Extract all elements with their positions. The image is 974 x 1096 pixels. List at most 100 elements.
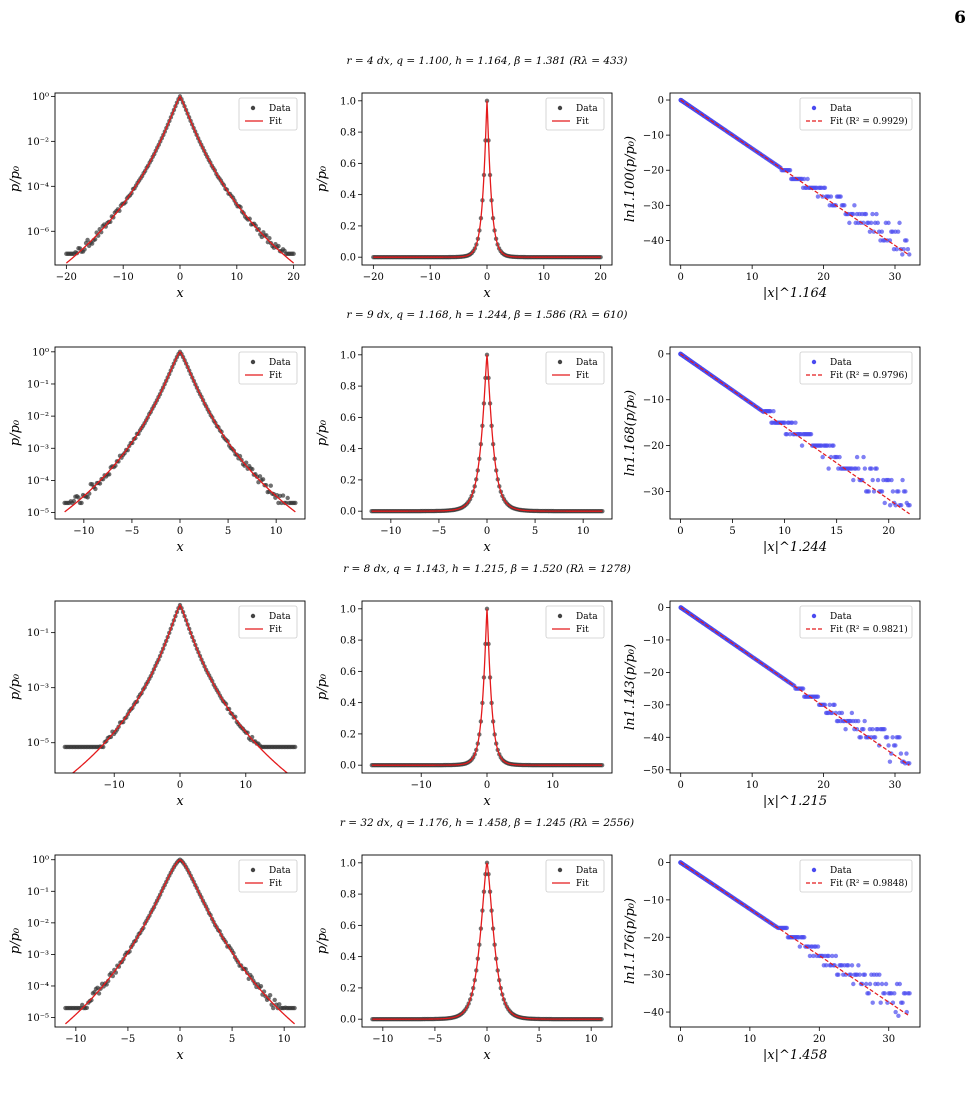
data-point (862, 718, 867, 724)
legend-label: Data (576, 104, 598, 114)
y-axis-label: p/p₀ (8, 927, 23, 954)
fit-line (680, 606, 910, 766)
legend: Data Fit (238, 351, 298, 385)
x-tick-label: 10 (278, 1034, 291, 1045)
x-tick-label: 20 (817, 780, 830, 791)
y-tick-label: 0.8 (340, 382, 356, 393)
x-tick-label: 10 (746, 272, 759, 283)
data-point (898, 751, 904, 756)
x-tick-label: 10 (537, 272, 550, 283)
x-tick-label: −5 (432, 526, 447, 537)
subplot-r2-c3: 0 5 10 15 20 0 −10 −20 −30 |x|^1.244 ln1.168(p/p₀)… (623, 346, 921, 555)
fit-line (680, 99, 910, 256)
legend-label: Fit (576, 117, 589, 127)
x-axis-label: x (176, 286, 184, 301)
subplot-r4-c3: 0 10 20 30 0 −10 −20 −30 −40 |x|^1.458 ln1.176(p/p… (623, 854, 921, 1063)
y-tick-label: 0 (658, 858, 664, 869)
data-point (887, 759, 893, 764)
y-tick-label: 0.4 (340, 952, 356, 963)
data-point (258, 984, 264, 989)
data-point (250, 466, 255, 472)
y-axis-label: ln1.168(p/p₀) (623, 390, 638, 476)
data-point (897, 735, 902, 740)
data-point (276, 500, 281, 506)
data-point (815, 694, 821, 699)
y-axis-label: p/p₀ (8, 165, 23, 192)
axes-frame (669, 346, 921, 520)
y-tick-label: 10⁻⁵ (27, 508, 49, 519)
data-point (856, 718, 861, 724)
x-tick-label: 0 (484, 272, 490, 283)
data-point (897, 981, 902, 987)
x-tick-label: 0 (484, 526, 490, 537)
axes-frame (361, 92, 613, 266)
legend-marker-dot (557, 105, 563, 111)
y-tick-label: −10 (643, 895, 664, 906)
legend-box (238, 97, 298, 131)
data-point (793, 420, 798, 425)
data-point (861, 220, 866, 226)
axes-frame (54, 346, 306, 520)
data-point (875, 981, 881, 987)
y-axis-label: p/p₀ (315, 165, 330, 192)
y-tick-label: 0.2 (340, 475, 356, 486)
fit-line (680, 861, 910, 1017)
data-point (866, 489, 871, 494)
fit-line (65, 95, 295, 264)
data-point (870, 211, 875, 217)
data-point (253, 223, 258, 229)
data-point (847, 220, 852, 226)
x-tick-label: −10 (380, 526, 401, 537)
legend-label: Fit (576, 879, 589, 889)
data-point (79, 500, 84, 506)
x-tick-label: −20 (56, 272, 77, 283)
x-axis-label: |x|^1.215 (763, 794, 827, 809)
legend-label: Fit (R² = 0.9821) (830, 624, 908, 635)
legend: Data Fit (R² = 0.9848) (799, 859, 913, 893)
y-tick-label: −20 (643, 166, 664, 177)
data-point (832, 702, 837, 708)
y-tick-label: 0 (658, 96, 664, 107)
plot-area (371, 98, 603, 260)
data-point (85, 237, 90, 243)
data-point (103, 224, 108, 229)
legend: Data Fit (545, 351, 605, 385)
y-tick-label: 0.4 (340, 190, 356, 201)
y-axis-label: p/p₀ (315, 673, 330, 700)
legend-label: Data (576, 358, 598, 368)
data-point (800, 686, 806, 691)
data-point (893, 1009, 898, 1015)
data-point (861, 454, 866, 460)
data-point (886, 743, 891, 748)
legend: Data Fit (R² = 0.9796) (799, 351, 913, 385)
data-point (827, 702, 832, 708)
plot-area (678, 97, 912, 257)
data-point (850, 211, 856, 217)
data-point (862, 972, 868, 977)
x-tick-label: −10 (113, 272, 134, 283)
legend-box (238, 605, 298, 639)
x-tick-label: 0 (484, 1034, 490, 1045)
legend-marker-dot (557, 613, 563, 619)
data-point (600, 508, 605, 514)
row-title-3: r = 8 dx, q = 1.143, h = 1.215, β = 1.52… (343, 563, 631, 575)
data-point (856, 466, 861, 471)
data-point (787, 168, 793, 173)
legend-marker-dot (557, 359, 563, 365)
axes-frame (669, 600, 921, 774)
data-point (836, 972, 841, 977)
x-tick-label: −10 (73, 526, 94, 537)
y-tick-label: 0.8 (340, 636, 356, 647)
y-tick-label: 10⁻⁵ (27, 1013, 49, 1024)
data-point (92, 990, 97, 995)
axes-frame (54, 854, 306, 1028)
y-tick-label: 1.0 (340, 858, 356, 869)
x-tick-label: 10 (270, 526, 283, 537)
data-point (858, 735, 863, 740)
y-tick-label: 10⁰ (32, 347, 49, 358)
plot-area (369, 352, 605, 514)
x-tick-label: 10 (778, 526, 791, 537)
legend-marker-dot (557, 867, 563, 873)
data-point (71, 498, 77, 504)
legend-box (545, 351, 605, 385)
